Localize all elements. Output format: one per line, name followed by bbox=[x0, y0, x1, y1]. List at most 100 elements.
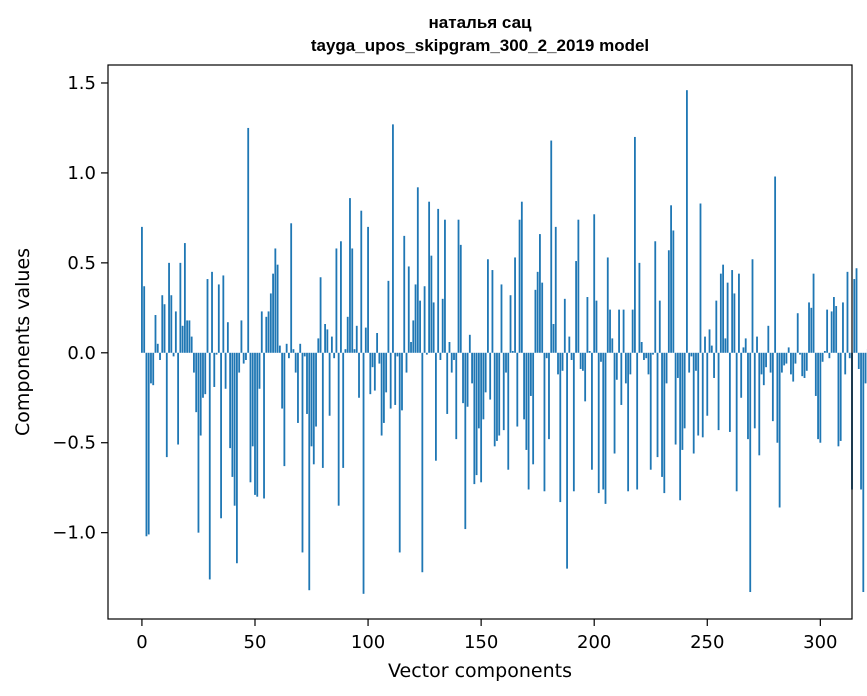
bar-253 bbox=[713, 352, 715, 378]
bar-108 bbox=[385, 352, 388, 393]
bar-284 bbox=[783, 352, 786, 366]
bar-286 bbox=[787, 347, 790, 353]
bar-131 bbox=[437, 208, 440, 353]
bar-86 bbox=[335, 248, 338, 353]
bar-270 bbox=[751, 259, 754, 353]
bar-156 bbox=[493, 352, 496, 447]
bar-191 bbox=[572, 352, 575, 492]
bar-160 bbox=[502, 352, 505, 431]
bar-116 bbox=[403, 235, 406, 353]
bar-109 bbox=[387, 280, 390, 353]
bar-182 bbox=[552, 324, 555, 353]
bar-218 bbox=[634, 136, 636, 353]
bar-43 bbox=[238, 352, 241, 373]
bar-216 bbox=[629, 352, 632, 375]
bar-230 bbox=[661, 352, 663, 477]
bar-53 bbox=[260, 311, 263, 353]
bar-35 bbox=[220, 352, 222, 519]
bar-83 bbox=[328, 352, 331, 416]
bar-66 bbox=[290, 223, 293, 353]
y-tick-label: −1.0 bbox=[52, 523, 96, 544]
bar-20 bbox=[186, 320, 189, 353]
bar-18 bbox=[181, 325, 184, 353]
bar-44 bbox=[240, 320, 243, 353]
bar-275 bbox=[762, 352, 765, 386]
bar-29 bbox=[206, 279, 209, 353]
bar-263 bbox=[735, 352, 738, 492]
bar-200 bbox=[593, 214, 596, 353]
bar-222 bbox=[643, 352, 645, 360]
bar-117 bbox=[405, 352, 408, 373]
bar-172 bbox=[529, 352, 532, 396]
bar-180 bbox=[548, 352, 550, 440]
chart-title-line-2: tayga_upos_skipgram_300_2_2019 model bbox=[311, 36, 649, 55]
bar-255 bbox=[717, 352, 720, 431]
bar-195 bbox=[581, 352, 584, 371]
bar-112 bbox=[394, 352, 397, 405]
x-tick-label: 50 bbox=[244, 632, 267, 653]
bar-193 bbox=[577, 219, 580, 353]
bar-280 bbox=[774, 176, 777, 353]
x-tick-label: 0 bbox=[136, 632, 147, 653]
bar-243 bbox=[690, 352, 693, 357]
bar-220 bbox=[638, 262, 641, 353]
bar-181 bbox=[550, 140, 553, 353]
bar-118 bbox=[407, 266, 410, 353]
bar-197 bbox=[586, 297, 589, 353]
bar-68 bbox=[294, 352, 297, 373]
bar-297 bbox=[812, 273, 815, 353]
bar-287 bbox=[790, 352, 792, 375]
bar-98 bbox=[362, 352, 365, 594]
bar-187 bbox=[563, 298, 566, 353]
bar-211 bbox=[618, 309, 620, 353]
bar-294 bbox=[805, 352, 808, 371]
x-axis-label: Vector components bbox=[388, 660, 572, 682]
x-axis-ticks: 0 50 100 150 200 250 300 bbox=[136, 619, 838, 653]
bar-228 bbox=[656, 352, 659, 458]
bar-100 bbox=[367, 226, 369, 353]
bar-38 bbox=[226, 322, 229, 353]
bar-76 bbox=[312, 352, 315, 465]
bar-133 bbox=[441, 298, 444, 353]
bar-11 bbox=[165, 352, 168, 458]
bar-23 bbox=[193, 352, 195, 373]
bar-189 bbox=[568, 336, 571, 353]
y-tick-label: 1.0 bbox=[67, 163, 96, 184]
bar-32 bbox=[213, 352, 216, 387]
bar-186 bbox=[561, 352, 564, 371]
chart-title-line-1: наталья сац bbox=[429, 13, 533, 32]
bar-285 bbox=[785, 352, 788, 364]
bar-320 bbox=[864, 352, 867, 384]
y-tick-label: 0.5 bbox=[67, 253, 96, 274]
bar-102 bbox=[371, 352, 374, 368]
y-tick-label: 0.0 bbox=[67, 343, 96, 364]
bar-36 bbox=[222, 275, 225, 353]
bar-225 bbox=[649, 352, 652, 470]
bar-78 bbox=[317, 338, 320, 353]
bar-161 bbox=[505, 352, 507, 373]
bar-209 bbox=[613, 352, 616, 454]
bar-271 bbox=[753, 352, 756, 429]
bar-281 bbox=[776, 352, 779, 443]
bar-146 bbox=[471, 352, 473, 384]
bar-114 bbox=[398, 352, 401, 553]
bar-99 bbox=[364, 327, 367, 353]
bar-147 bbox=[473, 352, 476, 485]
bar-262 bbox=[733, 293, 736, 353]
bar-175 bbox=[536, 271, 539, 353]
bar-210 bbox=[615, 352, 618, 380]
bar-190 bbox=[570, 352, 573, 360]
bar-8 bbox=[159, 352, 161, 360]
bar-139 bbox=[455, 352, 458, 440]
bar-315 bbox=[853, 279, 856, 353]
bar-231 bbox=[663, 352, 666, 494]
bar-16 bbox=[177, 352, 180, 445]
bar-167 bbox=[518, 219, 521, 353]
bar-145 bbox=[468, 334, 471, 353]
bar-296 bbox=[810, 307, 813, 353]
bar-174 bbox=[534, 289, 537, 353]
bar-299 bbox=[817, 352, 819, 440]
bar-60 bbox=[276, 264, 279, 353]
bar-7 bbox=[156, 343, 159, 353]
